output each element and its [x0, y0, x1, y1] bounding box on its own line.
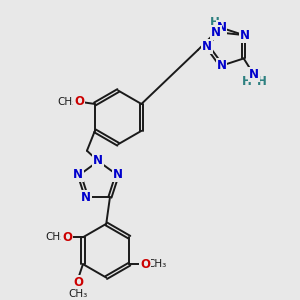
- Text: CH₃: CH₃: [57, 97, 77, 107]
- Text: H: H: [210, 16, 220, 28]
- Text: N: N: [217, 21, 226, 34]
- Text: O: O: [140, 258, 150, 271]
- Text: N: N: [249, 68, 259, 81]
- Text: CH₃: CH₃: [148, 259, 167, 269]
- Text: N: N: [202, 40, 212, 53]
- Text: O: O: [73, 275, 83, 289]
- Text: N: N: [81, 191, 91, 204]
- Text: N: N: [93, 154, 103, 167]
- Text: N: N: [211, 26, 221, 39]
- Text: N: N: [240, 28, 250, 42]
- Text: N: N: [73, 168, 83, 182]
- Text: H: H: [242, 75, 252, 88]
- Text: CH₃: CH₃: [46, 232, 65, 242]
- Text: O: O: [74, 95, 84, 109]
- Text: H: H: [257, 75, 266, 88]
- Text: N: N: [217, 59, 226, 72]
- Text: O: O: [62, 231, 72, 244]
- Text: CH₃: CH₃: [68, 289, 88, 299]
- Text: N: N: [113, 168, 123, 182]
